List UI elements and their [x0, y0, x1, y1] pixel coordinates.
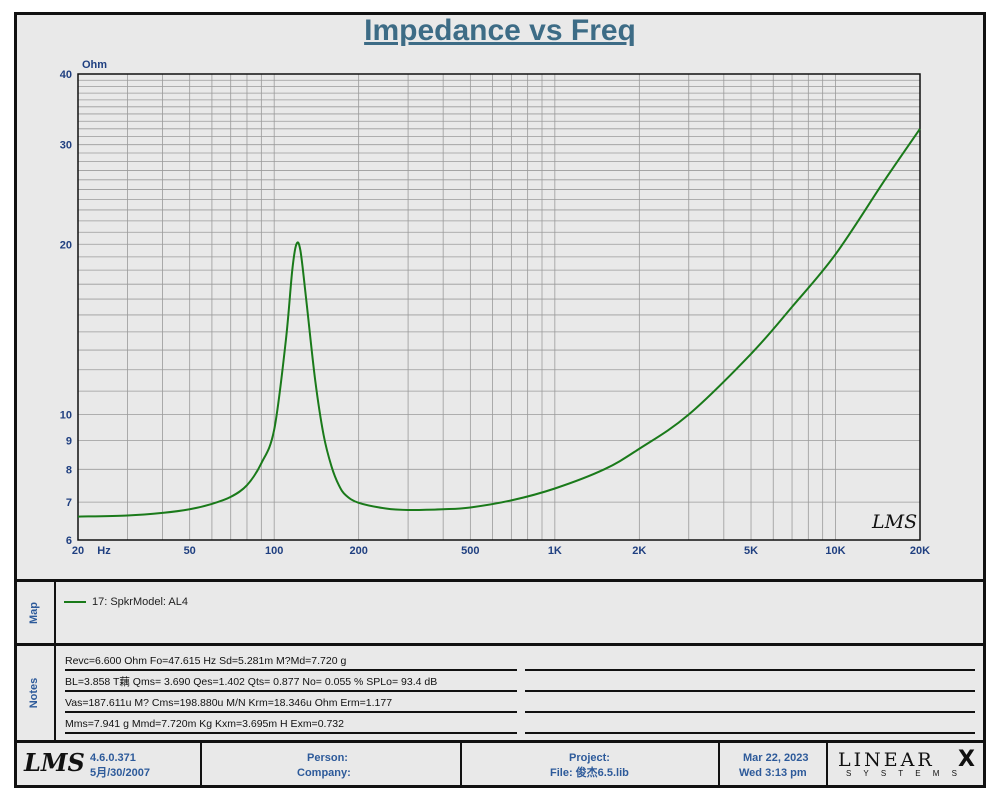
legend-line-swatch — [64, 601, 86, 603]
notes-label: Notes — [28, 677, 40, 709]
notes-side-label: Notes — [14, 646, 56, 740]
footer-divider — [826, 743, 828, 785]
note-blank-line — [525, 676, 975, 692]
x-tick-label: 20 — [72, 545, 84, 557]
footer-version-cell: LMS 4.6.0.371 5月/30/2007 — [14, 743, 200, 785]
x-tick-label: 5K — [744, 545, 758, 557]
y-tick-label: 20 — [60, 239, 72, 251]
x-unit-label: Hz — [97, 545, 111, 557]
company-label: Company: — [297, 767, 351, 779]
y-tick-label: 10 — [60, 410, 72, 422]
note-line: Revc=6.600 Ohm Fo=47.615 Hz Sd=5.281m M?… — [65, 655, 517, 671]
note-blank-line — [525, 697, 975, 713]
x-tick-label: 2K — [632, 545, 646, 557]
brand-subtitle: S Y S T E M S — [846, 769, 962, 778]
time-text: Wed 3:13 pm — [739, 767, 807, 779]
y-tick-label: 6 — [66, 535, 72, 547]
y-tick-label: 30 — [60, 140, 72, 152]
legend-label: 17: SpkrModel: AL4 — [92, 596, 189, 608]
x-tick-label: 1K — [548, 545, 562, 557]
lms-logo: LMS — [24, 748, 85, 777]
brand-text: LINEAR — [838, 749, 935, 771]
note-line: Vas=187.611u M? Cms=198.880u M/N Krm=18.… — [65, 697, 517, 713]
plot-area — [77, 73, 921, 541]
note-line: Mms=7.941 g Mmd=7.720m Kg Kxm=3.695m H E… — [65, 718, 517, 734]
grid — [78, 74, 920, 540]
build-date-text: 5月/30/2007 — [90, 767, 150, 779]
map-label: Map — [28, 601, 40, 624]
y-tick-label: 8 — [66, 464, 72, 476]
map-side-label: Map — [14, 582, 56, 643]
x-tick-label: 500 — [461, 545, 479, 557]
linearx-logo: LINEAR X S Y S T E M S — [836, 747, 978, 779]
version-text: 4.6.0.371 — [90, 752, 136, 764]
x-tick-label: 200 — [349, 545, 367, 557]
y-tick-label: 7 — [66, 497, 72, 509]
footer-divider — [200, 743, 202, 785]
axis-ticks: 6 7 8 9 10 20 30 40 20 Hz 50 100 200 500 1K 2K 5K 10K 20K — [60, 69, 930, 557]
y-tick-label: 40 — [60, 69, 72, 81]
brand-x-text: X — [958, 747, 975, 772]
chart-title: Impedance vs Freq — [364, 14, 636, 47]
footer-date-cell: Mar 22, 2023 Wed 3:13 pm — [720, 743, 826, 785]
x-tick-label: 20K — [910, 545, 930, 557]
note-blank-line — [525, 718, 975, 734]
project-label: Project: — [569, 752, 610, 764]
footer-project-cell: Project: File: 俊杰6.5.lib — [462, 743, 718, 785]
note-blank-line — [525, 655, 975, 671]
legend-entry[interactable]: 17: SpkrModel: AL4 — [64, 596, 188, 608]
page-frame — [14, 12, 986, 788]
note-line: BL=3.858 T藕 Qms= 3.690 Qes=1.402 Qts= 0.… — [65, 676, 517, 692]
footer-divider — [460, 743, 462, 785]
x-tick-label: 10K — [825, 545, 845, 557]
person-label: Person: — [307, 752, 348, 764]
file-label: File: 俊杰6.5.lib — [550, 767, 629, 779]
impedance-curve — [77, 128, 921, 518]
lms-watermark: LMS — [871, 511, 917, 533]
footer-divider — [718, 743, 720, 785]
notes-panel: Notes Revc=6.600 Ohm Fo=47.615 Hz Sd=5.2… — [14, 646, 986, 743]
map-panel: Map 17: SpkrModel: AL4 — [14, 579, 986, 646]
y-axis-unit-label: Ohm — [82, 59, 108, 71]
date-text: Mar 22, 2023 — [743, 752, 809, 764]
y-tick-label: 9 — [66, 435, 72, 447]
x-tick-label: 50 — [184, 545, 196, 557]
footer-person-cell: Person: Company: — [202, 743, 460, 785]
footer-bar: LMS 4.6.0.371 5月/30/2007 Person: Company… — [14, 743, 986, 785]
x-tick-label: 100 — [265, 545, 283, 557]
